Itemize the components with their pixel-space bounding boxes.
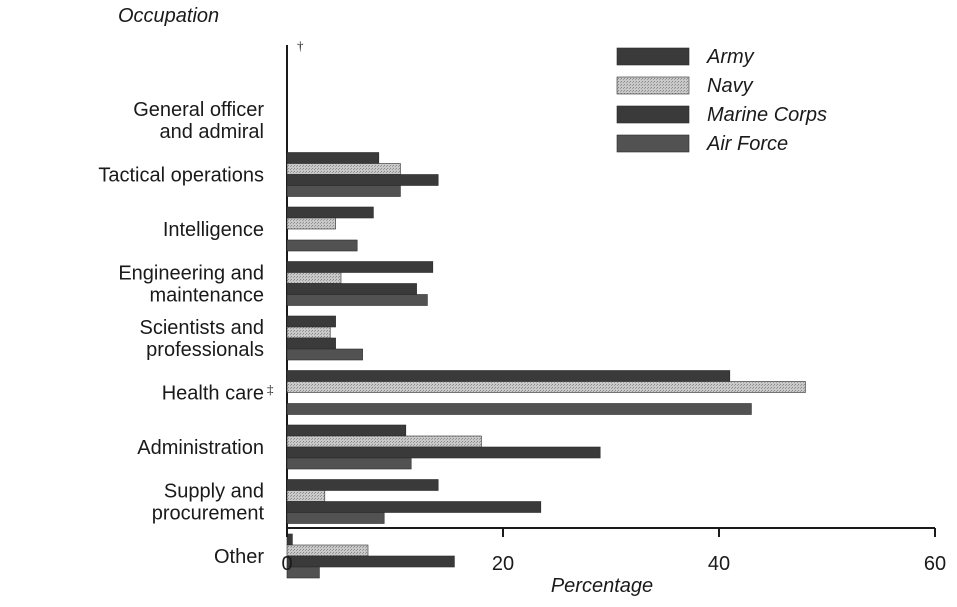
category-labels: General officer and admiral † Tactical oper… xyxy=(98,38,304,568)
bars-group xyxy=(286,152,806,579)
x-tick-label: 20 xyxy=(492,553,514,575)
bar-marine-corps xyxy=(286,337,336,350)
legend-swatch-air-force xyxy=(616,134,690,153)
bar-air-force xyxy=(286,512,385,524)
x-axis-title: Percentage xyxy=(551,575,653,597)
legend-swatch-navy xyxy=(616,76,690,95)
bar-air-force xyxy=(286,403,752,415)
bar-army xyxy=(286,261,434,273)
bar-army xyxy=(286,424,407,437)
bar-navy xyxy=(286,272,342,284)
bar-air-force xyxy=(286,185,401,197)
bar-marine-corps xyxy=(286,174,439,186)
legend-label: Marine Corps xyxy=(707,104,827,126)
bar-air-force xyxy=(286,239,358,252)
bar-navy xyxy=(286,163,401,175)
x-tick-label: 0 xyxy=(281,553,292,575)
category-label: Health care xyxy=(162,383,264,405)
bar-air-force xyxy=(286,566,320,579)
footnote-mark: † xyxy=(297,38,304,53)
legend-label: Army xyxy=(706,46,755,68)
legend-label: Air Force xyxy=(706,133,788,155)
category-label: Engineering and maintenance xyxy=(118,263,264,307)
legend-label: Navy xyxy=(707,75,754,97)
category-label: Supply and procurement xyxy=(152,481,265,525)
category-label: Other xyxy=(214,546,264,568)
bar-navy xyxy=(286,544,369,557)
bar-marine-corps xyxy=(286,555,455,568)
bar-air-force xyxy=(286,294,428,306)
bar-air-force xyxy=(286,457,412,470)
bar-air-force xyxy=(286,348,363,361)
x-ticks: 0 20 40 60 xyxy=(281,528,946,575)
bar-navy xyxy=(286,381,806,393)
x-tick-label: 60 xyxy=(924,553,946,575)
x-tick-label: 40 xyxy=(708,553,730,575)
bar-army xyxy=(286,479,439,491)
bar-navy xyxy=(286,326,331,339)
y-axis-title: Occupation xyxy=(118,5,219,27)
category-label: Administration xyxy=(137,437,264,459)
bar-navy xyxy=(286,435,482,448)
bar-marine-corps xyxy=(286,446,601,459)
legend-swatch-army xyxy=(616,47,690,66)
bar-army xyxy=(286,152,380,164)
bar-marine-corps xyxy=(286,501,542,513)
bar-navy xyxy=(286,217,336,230)
bar-navy xyxy=(286,490,326,502)
category-label: General officer and admiral xyxy=(133,99,264,143)
bar-marine-corps xyxy=(286,283,417,295)
legend-swatch-marine-corps xyxy=(616,105,690,124)
bar-army xyxy=(286,206,374,219)
category-label: Intelligence xyxy=(163,219,264,241)
bar-army xyxy=(286,315,336,328)
category-label: Scientists and professionals xyxy=(139,317,264,361)
footnote-mark: ‡ xyxy=(267,382,274,397)
bar-army xyxy=(286,370,731,382)
category-label: Tactical operations xyxy=(98,165,264,187)
legend: Army Navy Marine Corps Air Force xyxy=(616,46,827,155)
